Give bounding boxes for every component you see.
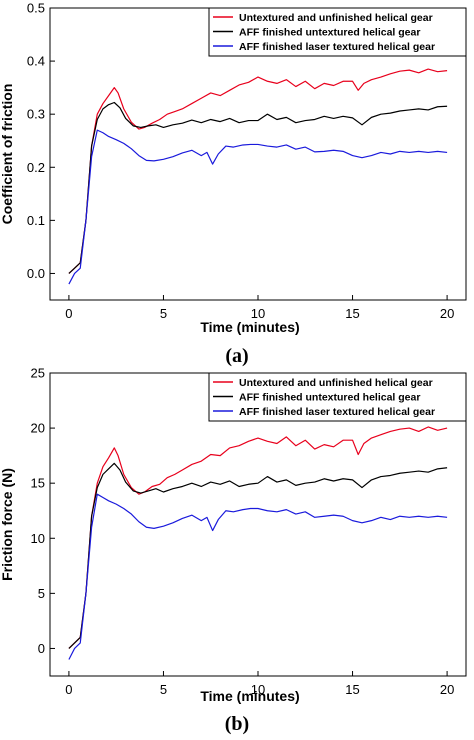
legend-label-1: Untextured and unfinished helical gear	[239, 377, 433, 389]
y-tick-label: 0.0	[27, 266, 45, 281]
legend: Untextured and unfinished helical gear AF…	[208, 7, 467, 57]
y-tick-label: 0	[38, 641, 45, 656]
series-line-1	[68, 68, 448, 274]
chart-panel-2: 0 5 10 15 20 0 5 10 15 20 25 Time (minutes) Friction…	[0, 366, 467, 735]
y-axis-label: Friction force (N)	[0, 468, 15, 581]
x-tick-label: 0	[65, 682, 72, 697]
x-tick-label: 10	[251, 306, 265, 321]
legend-label-3: AFF finished laser textured helical gear	[239, 41, 435, 53]
x-tick-label: 20	[440, 306, 454, 321]
y-axis-label: Coefficient of friction	[0, 84, 15, 225]
series-line-2	[68, 462, 448, 649]
x-tick-label: 5	[160, 306, 167, 321]
x-tick-label: 5	[160, 682, 167, 697]
legend-label-3: AFF finished laser textured helical gear	[239, 406, 435, 418]
legend-label-1: Untextured and unfinished helical gear	[239, 12, 433, 24]
panel-label: (b)	[225, 713, 249, 735]
y-tick-label: 5	[38, 586, 45, 601]
y-tick-label: 10	[31, 531, 45, 546]
legend-box	[208, 372, 467, 422]
legend-label-2: AFF finished untextured helical gear	[239, 392, 420, 404]
x-axis-label: Time (minutes)	[200, 319, 299, 335]
y-tick-label: 0.5	[27, 1, 45, 16]
series-line-3	[68, 493, 448, 660]
chart-panel-1: 0 5 10 15 20 0.0 0.1 0.2 0.3 0.4 0.5 Time (minutes)…	[0, 1, 467, 367]
series-line-2	[68, 101, 448, 274]
y-tick-label: 20	[31, 421, 45, 436]
x-tick-label: 20	[440, 682, 454, 697]
y-tick-label: 0.2	[27, 160, 45, 175]
y-tick-label: 15	[31, 476, 45, 491]
y-tick-label: 0.3	[27, 107, 45, 122]
x-tick-label: 15	[345, 682, 359, 697]
y-tick-label: 25	[31, 366, 45, 381]
series-line-1	[68, 426, 448, 649]
panel-label: (a)	[225, 345, 248, 367]
legend-box	[208, 7, 467, 57]
x-tick-label: 15	[345, 306, 359, 321]
x-axis-label: Time (minutes)	[200, 688, 299, 704]
series-line-3	[68, 129, 448, 285]
x-tick-label: 0	[65, 306, 72, 321]
x-tick-label: 10	[251, 682, 265, 697]
legend-label-2: AFF finished untextured helical gear	[239, 27, 420, 39]
legend: Untextured and unfinished helical gear AF…	[208, 372, 467, 422]
y-tick-label: 0.1	[27, 213, 45, 228]
y-tick-label: 0.4	[27, 54, 45, 69]
